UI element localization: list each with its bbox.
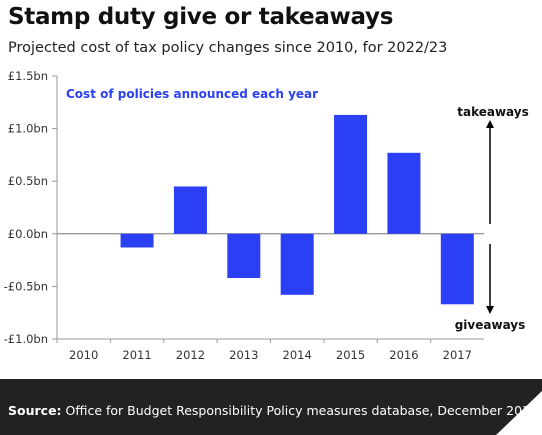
bar-2017 (440, 233, 474, 305)
x-tick-label: 2012 (176, 348, 205, 362)
takeaways-label: takeaways (457, 105, 529, 119)
source-label: Source: (8, 403, 62, 418)
x-tick-label: 2013 (229, 348, 258, 362)
full-fact-logo-icon (496, 391, 542, 435)
bar-2012 (173, 186, 207, 234)
arrow-down-icon (486, 306, 494, 314)
bar-2015 (334, 114, 368, 234)
arrow-up-icon (486, 120, 494, 128)
x-tick-label: 2017 (443, 348, 472, 362)
x-tick-label: 2015 (336, 348, 365, 362)
chart-title: Stamp duty give or takeaways (8, 4, 394, 30)
x-tick-label: 2016 (389, 348, 418, 362)
bar-2016 (387, 152, 421, 234)
y-tick-label: £0.0bn (8, 227, 48, 241)
y-tick-label: £1.0bn (8, 122, 48, 136)
source-text: Office for Budget Responsibility Policy … (65, 403, 538, 418)
giveaways-label: giveaways (455, 318, 526, 332)
x-tick-label: 2011 (122, 348, 151, 362)
bar-2013 (227, 233, 261, 278)
y-tick-label: £0.5bn (8, 174, 48, 188)
bar-2011 (120, 233, 154, 248)
chart-subtitle: Projected cost of tax policy changes sin… (8, 40, 448, 56)
y-tick-label: £1.5bn (8, 69, 48, 83)
y-tick-label: -£1.0bn (4, 332, 48, 346)
y-tick-label: -£0.5bn (4, 279, 48, 293)
x-tick-label: 2014 (283, 348, 312, 362)
source-note: Source: Office for Budget Responsibility… (8, 403, 538, 418)
footer: Source: Office for Budget Responsibility… (0, 379, 542, 435)
bar-chart: £1.5bn £1.0bn £0.5bn £0.0bn -£0.5bn -£1.0bn 20… (4, 69, 529, 362)
bar-2014 (280, 233, 314, 295)
annotation-label: Cost of policies announced each year (66, 87, 318, 101)
x-tick-label: 2010 (69, 348, 98, 362)
